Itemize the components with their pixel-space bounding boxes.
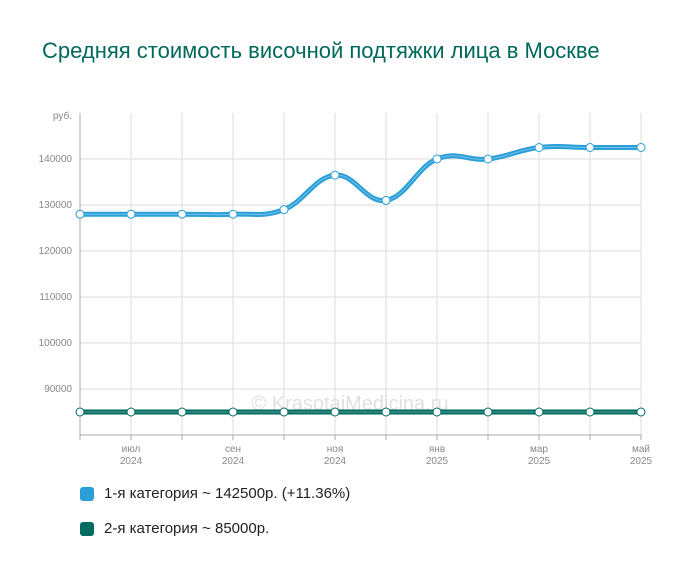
point <box>279 205 289 215</box>
point <box>432 154 442 164</box>
point <box>585 143 595 152</box>
x-tick-year: 2024 <box>324 456 347 467</box>
point <box>126 407 136 417</box>
x-tick-year: 2025 <box>630 456 653 467</box>
point <box>75 407 85 417</box>
y-tick-label: 120000 <box>39 246 73 257</box>
x-tick-label: мар <box>530 444 548 455</box>
point <box>585 407 595 417</box>
x-tick-label: сен <box>225 444 241 455</box>
point <box>636 143 646 152</box>
point <box>432 407 442 417</box>
point <box>534 143 544 152</box>
x-tick-label: июл <box>122 444 141 455</box>
point <box>381 195 391 205</box>
point <box>75 209 85 219</box>
y-tick-label: 90000 <box>44 384 72 395</box>
point <box>381 407 391 417</box>
x-tick-label: ноя <box>327 444 344 455</box>
point <box>279 407 289 417</box>
legend-swatch <box>80 521 94 536</box>
legend-item: 2-я категория ~ 85000р. <box>80 520 269 537</box>
point <box>228 407 238 417</box>
point <box>330 170 340 180</box>
legend-label: 1-я категория ~ 142500р. (+11.36%) <box>104 485 351 502</box>
chart-title: Средняя стоимость височной подтяжки лица… <box>42 38 600 63</box>
y-unit: руб. <box>53 110 72 122</box>
x-tick-label: янв <box>429 444 445 455</box>
point <box>177 209 187 219</box>
series-line <box>80 143 641 218</box>
point <box>126 209 136 219</box>
x-tick-year: 2024 <box>120 456 143 467</box>
x-tick-year: 2025 <box>528 456 551 467</box>
x-tick-year: 2025 <box>426 456 449 467</box>
legend-item: 1-я категория ~ 142500р. (+11.36%) <box>80 485 350 502</box>
point <box>483 154 493 164</box>
point <box>330 407 340 417</box>
series-line-highlight <box>80 145 641 216</box>
point <box>636 407 646 417</box>
point <box>483 407 493 417</box>
legend-swatch <box>80 486 94 501</box>
point <box>228 209 238 219</box>
y-tick-label: 140000 <box>39 154 73 165</box>
x-tick-year: 2024 <box>222 456 245 467</box>
point <box>534 407 544 417</box>
point <box>177 407 187 417</box>
x-tick-label: май <box>632 444 650 455</box>
y-tick-label: 130000 <box>39 200 73 211</box>
y-tick-label: 100000 <box>39 338 73 349</box>
y-tick-label: 110000 <box>39 292 72 303</box>
legend-label: 2-я категория ~ 85000р. <box>104 520 270 537</box>
